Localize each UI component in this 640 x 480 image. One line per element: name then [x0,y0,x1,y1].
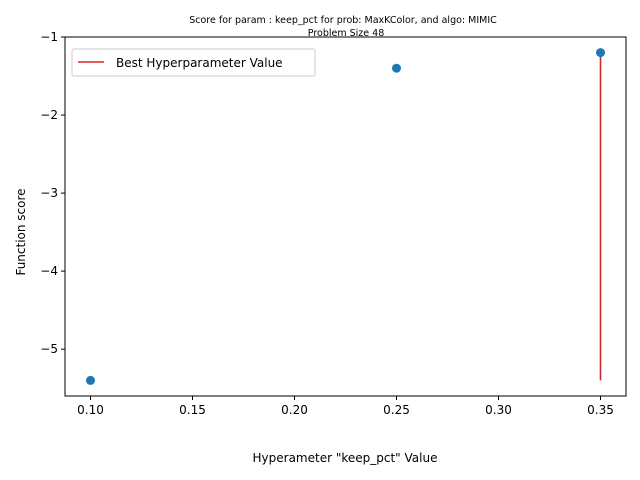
legend-box [71,48,316,77]
y-tick-label: −2 [40,108,58,122]
x-tick-label: 0.15 [179,403,206,417]
data-point-1 [392,63,401,73]
x-axis-label: Hyperameter "keep_pct" Value [253,451,438,465]
y-tick-label: −5 [40,342,58,356]
chart-title-line2: Problem Size 48 [308,28,384,39]
chart-title-line1: Score for param : keep_pct for prob: Max… [189,15,497,26]
legend: Best Hyperparameter Value [71,48,316,77]
x-tick-label: 0.10 [77,403,104,417]
y-tick-label: −3 [40,186,58,200]
x-tick-label: 0.35 [587,403,614,417]
y-axis-label: Function score [14,188,28,275]
legend-label: Best Hyperparameter Value [116,56,283,70]
x-tick-label: 0.20 [281,403,308,417]
data-point-2 [596,48,605,58]
x-axis: 0.10 0.15 0.20 0.25 0.30 0.35 [77,396,614,417]
data-point-0 [86,375,95,385]
y-tick-label: −1 [40,30,58,44]
plot-frame [64,36,627,397]
y-tick-label: −4 [40,264,58,278]
plot-area [86,48,605,385]
x-tick-label: 0.30 [485,403,512,417]
y-axis: −5 −4 −3 −2 −1 [40,30,65,356]
x-tick-label: 0.25 [383,403,410,417]
